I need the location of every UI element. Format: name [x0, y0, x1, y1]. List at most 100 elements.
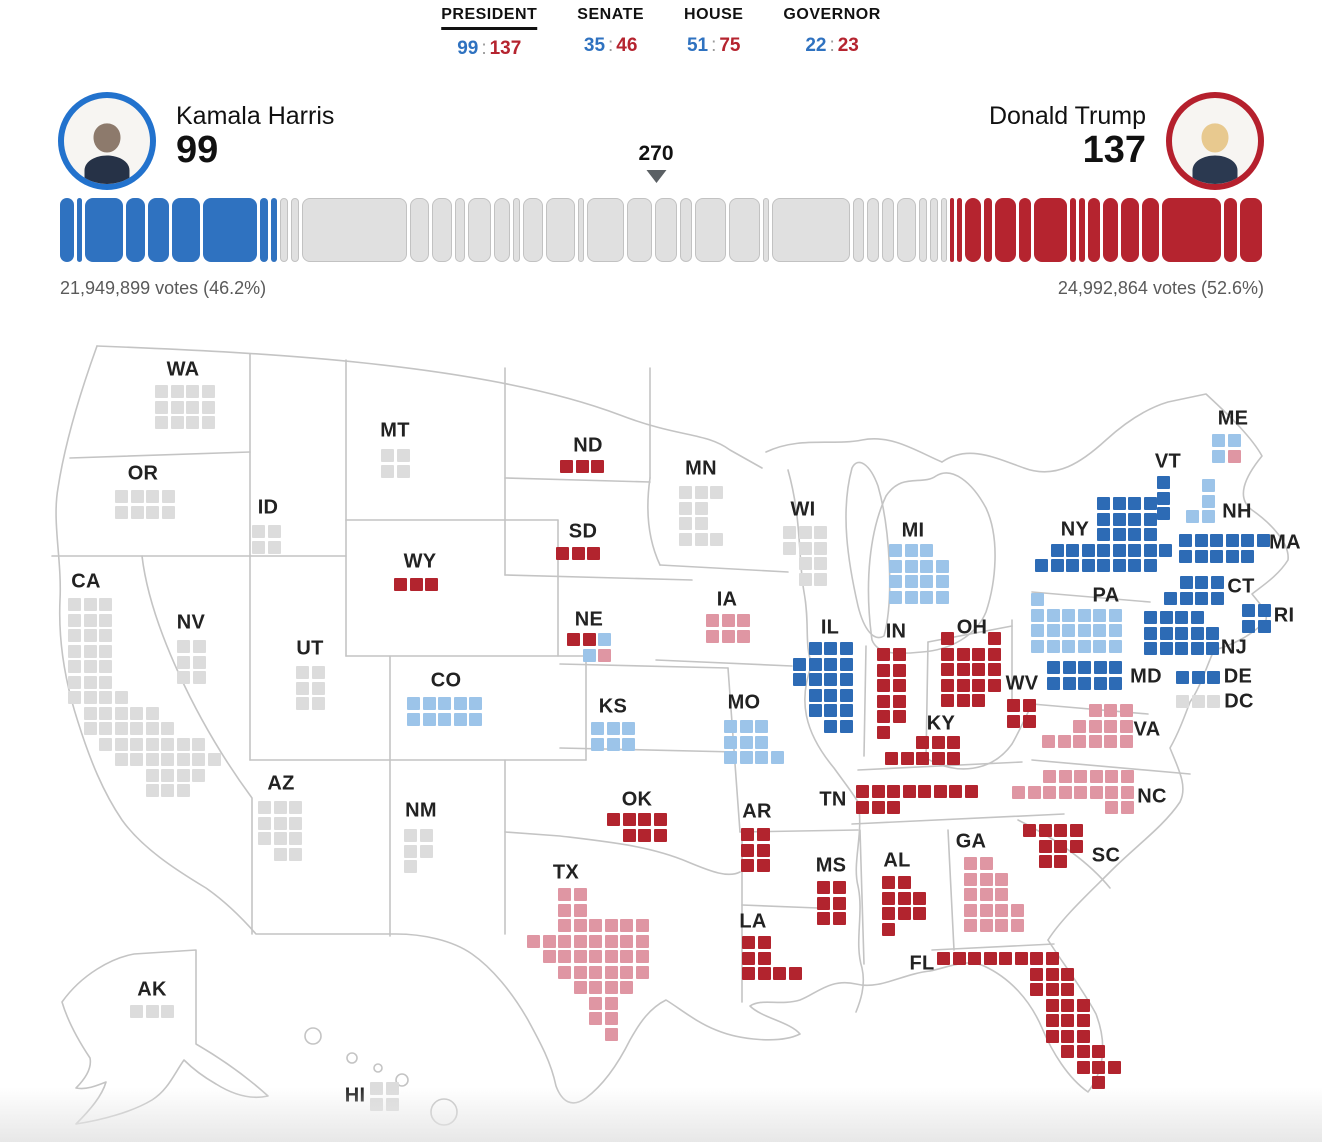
- bar-segment-TN[interactable]: [1240, 198, 1262, 262]
- ev-square-TX[interactable]: [604, 934, 618, 948]
- bar-segment-AZ[interactable]: [655, 198, 677, 262]
- ev-square-VA[interactable]: [1042, 735, 1055, 748]
- ev-square-NH[interactable]: [1201, 479, 1215, 492]
- ev-square-CA[interactable]: [145, 737, 159, 751]
- ev-square-KY[interactable]: [916, 736, 929, 749]
- ev-square-IL[interactable]: [824, 688, 837, 702]
- bar-segment-AR[interactable]: [1087, 198, 1100, 262]
- ev-square-AL[interactable]: [913, 891, 926, 905]
- ev-square-MT[interactable]: [381, 464, 394, 478]
- ev-square-OH[interactable]: [987, 632, 1001, 645]
- ev-square-GA[interactable]: [995, 919, 1008, 932]
- ev-square-LA[interactable]: [757, 951, 771, 965]
- ev-square-MN[interactable]: [694, 532, 708, 546]
- ev-square-PA[interactable]: [1031, 624, 1044, 637]
- ev-square-TX[interactable]: [589, 996, 602, 1010]
- ev-square-VA[interactable]: [1088, 719, 1102, 733]
- ev-square-IN[interactable]: [877, 710, 890, 723]
- bar-segment-CT[interactable]: [60, 198, 74, 262]
- ev-square-UT[interactable]: [311, 666, 325, 679]
- ev-square-NJ[interactable]: [1159, 626, 1173, 640]
- ev-square-AR[interactable]: [741, 828, 754, 841]
- ev-square-SC[interactable]: [1054, 824, 1067, 837]
- ev-square-RI[interactable]: [1257, 619, 1271, 633]
- ev-square-KS[interactable]: [591, 722, 604, 735]
- ev-square-MN[interactable]: [679, 486, 692, 499]
- bar-segment-MT[interactable]: [919, 198, 928, 262]
- ev-square-OK[interactable]: [622, 813, 636, 826]
- ev-square-MS[interactable]: [832, 896, 846, 910]
- tab-senate[interactable]: SENATE 35:46: [577, 6, 644, 60]
- ev-square-NM[interactable]: [419, 844, 433, 858]
- ev-square-NV[interactable]: [192, 640, 206, 653]
- ev-square-WI[interactable]: [798, 557, 812, 570]
- bar-segment-HI[interactable]: [512, 198, 521, 262]
- ev-square-NC[interactable]: [1043, 770, 1056, 783]
- ev-square-NY[interactable]: [1097, 497, 1110, 510]
- ev-square-ND[interactable]: [575, 460, 589, 473]
- ev-square-IL[interactable]: [808, 657, 822, 671]
- ev-square-OH[interactable]: [987, 663, 1001, 676]
- ev-square-MI[interactable]: [889, 575, 902, 588]
- ev-square-MA[interactable]: [1179, 534, 1192, 547]
- ev-square-TX[interactable]: [604, 996, 618, 1010]
- ev-square-TN[interactable]: [902, 785, 916, 798]
- ev-square-NE[interactable]: [598, 633, 611, 646]
- ev-square-CA[interactable]: [145, 722, 159, 735]
- tab-president[interactable]: PRESIDENT 99:137: [441, 6, 538, 60]
- ev-square-NY[interactable]: [1128, 512, 1141, 526]
- ev-square-TX[interactable]: [527, 934, 540, 948]
- ev-square-NC[interactable]: [1058, 770, 1072, 783]
- ev-square-PA[interactable]: [1108, 608, 1122, 622]
- ev-square-AL[interactable]: [882, 891, 895, 905]
- bar-segment-WI[interactable]: [523, 198, 543, 262]
- ev-square-UT[interactable]: [311, 697, 325, 710]
- bar-segment-GA[interactable]: [694, 198, 726, 262]
- ev-square-CA[interactable]: [130, 753, 143, 766]
- bar-segment-WV[interactable]: [984, 198, 992, 262]
- ev-square-IL[interactable]: [839, 688, 853, 702]
- ev-square-MD[interactable]: [1093, 661, 1107, 674]
- ev-square-CA[interactable]: [192, 753, 205, 766]
- ev-square-CA[interactable]: [114, 753, 128, 766]
- ev-square-AZ[interactable]: [258, 801, 271, 814]
- ev-square-IA[interactable]: [706, 629, 719, 643]
- ev-square-MA[interactable]: [1194, 534, 1208, 547]
- ev-square-TX[interactable]: [573, 965, 587, 979]
- ev-square-LA[interactable]: [742, 967, 755, 980]
- ev-square-MN[interactable]: [679, 532, 692, 546]
- ev-square-IN[interactable]: [892, 663, 906, 677]
- ev-square-WA[interactable]: [186, 385, 199, 398]
- ev-square-WI[interactable]: [814, 526, 827, 539]
- ev-square-CA[interactable]: [99, 629, 112, 642]
- ev-square-VA[interactable]: [1057, 735, 1071, 748]
- ev-square-TX[interactable]: [589, 934, 602, 948]
- bar-segment-NE-2[interactable]: [949, 198, 954, 262]
- ev-square-TX[interactable]: [620, 950, 633, 963]
- ev-square-SD[interactable]: [556, 547, 569, 560]
- ev-square-IA[interactable]: [737, 629, 750, 643]
- ev-square-OK[interactable]: [653, 828, 667, 842]
- ev-square-VT[interactable]: [1157, 507, 1170, 520]
- ev-square-CA[interactable]: [68, 598, 81, 611]
- ev-square-OH[interactable]: [956, 678, 970, 692]
- ev-square-OH[interactable]: [941, 632, 954, 645]
- ev-square-NY[interactable]: [1097, 559, 1110, 572]
- ev-square-NC[interactable]: [1105, 801, 1118, 814]
- ev-square-CO[interactable]: [453, 697, 467, 710]
- ev-square-OK[interactable]: [653, 813, 667, 826]
- ev-square-AK[interactable]: [145, 1005, 159, 1018]
- bar-segment-KS[interactable]: [867, 198, 880, 262]
- ev-square-NM[interactable]: [404, 844, 417, 858]
- ev-square-FL[interactable]: [1045, 952, 1059, 965]
- ev-square-NY[interactable]: [1097, 528, 1110, 541]
- ev-square-AZ[interactable]: [273, 847, 287, 861]
- ev-square-FL[interactable]: [1045, 1014, 1059, 1027]
- ev-square-GA[interactable]: [995, 872, 1008, 886]
- ev-square-NY[interactable]: [1159, 543, 1172, 557]
- ev-square-NC[interactable]: [1058, 785, 1072, 799]
- ev-square-PA[interactable]: [1046, 624, 1060, 637]
- ev-square-AL[interactable]: [897, 891, 911, 905]
- ev-square-NM[interactable]: [419, 829, 433, 842]
- ev-square-LA[interactable]: [757, 967, 771, 980]
